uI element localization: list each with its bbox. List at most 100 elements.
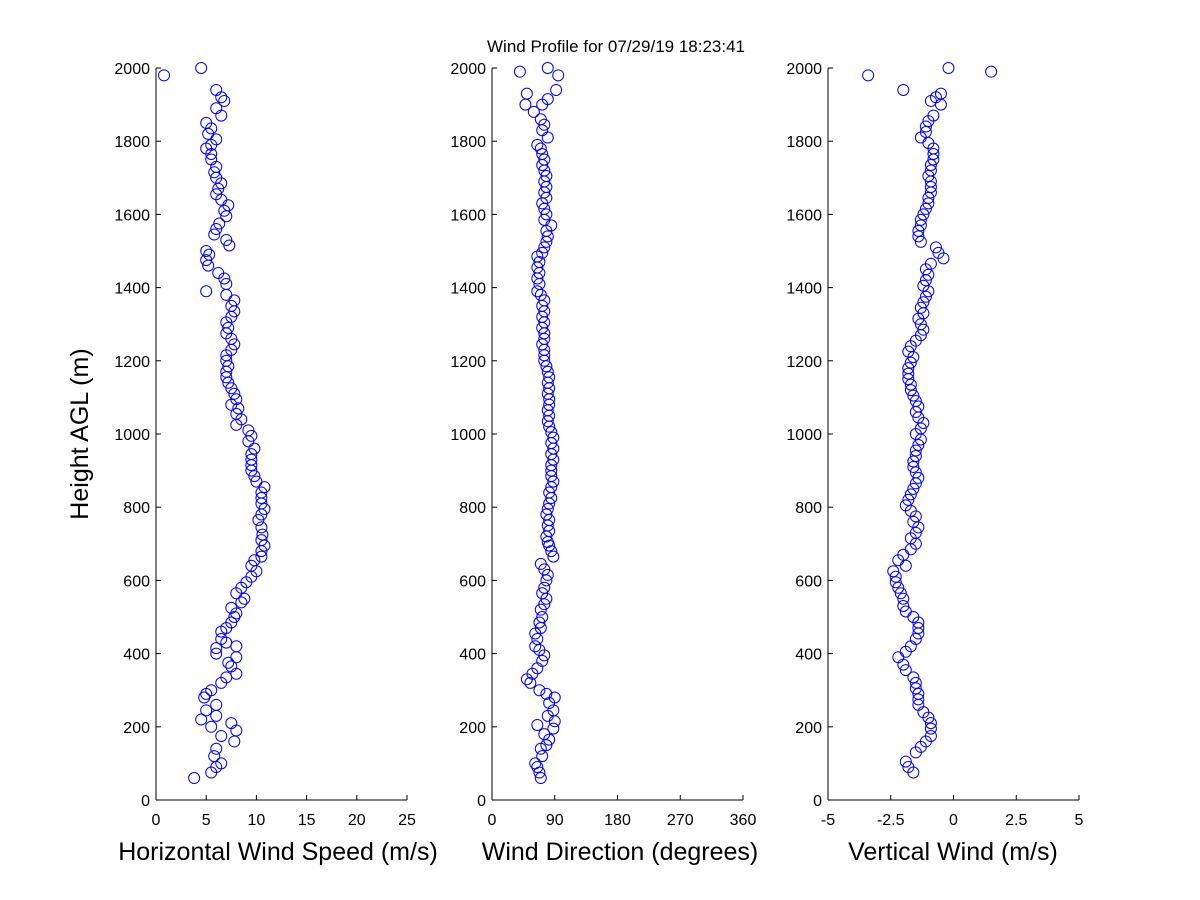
- data-point: [541, 230, 554, 243]
- data-point: [912, 693, 925, 706]
- data-point: [894, 587, 907, 600]
- y-tick-label: 1000: [450, 427, 486, 444]
- data-point: [536, 148, 549, 161]
- x-tick-label: 0: [949, 812, 958, 829]
- y-tick-label: 600: [123, 573, 150, 590]
- data-point: [552, 69, 565, 82]
- x-tick-label: 2.5: [1005, 812, 1027, 829]
- data-point: [258, 503, 271, 516]
- data-point: [225, 616, 238, 629]
- y-tick-label: 1400: [114, 281, 150, 298]
- x-axis-label: Wind Direction (degrees): [482, 838, 759, 866]
- data-point: [919, 120, 932, 133]
- data-point: [212, 266, 225, 279]
- data-point: [540, 687, 553, 700]
- data-point: [897, 83, 910, 96]
- data-point: [533, 616, 546, 629]
- x-tick-label: 15: [298, 812, 316, 829]
- data-point: [541, 93, 554, 106]
- data-point: [914, 422, 927, 435]
- data-point: [213, 217, 226, 230]
- data-point: [914, 301, 927, 314]
- data-point: [230, 407, 243, 420]
- chart-panel-1: 0 200 400 600 800 1000 1200 1400 1600 1800 2000 0 5 1…: [66, 61, 438, 866]
- data-point: [985, 65, 998, 78]
- x-tick-label: 270: [667, 812, 694, 829]
- data-point: [912, 621, 925, 634]
- data-point: [225, 717, 238, 730]
- data-point: [892, 581, 905, 594]
- data-point: [887, 565, 900, 578]
- data-point: [200, 285, 213, 298]
- data-point: [225, 299, 238, 312]
- y-tick-label: 1200: [786, 354, 822, 371]
- y-tick-label: 0: [141, 793, 150, 810]
- data-point: [924, 180, 937, 193]
- data-point: [205, 153, 218, 166]
- data-point: [250, 475, 263, 488]
- data-point: [533, 255, 546, 268]
- x-tick-label: 360: [730, 812, 757, 829]
- y-tick-label: 1200: [114, 354, 150, 371]
- data-point: [547, 722, 560, 735]
- data-point: [912, 230, 925, 243]
- data-point: [909, 449, 922, 462]
- x-tick-label: 0: [152, 812, 161, 829]
- data-point: [158, 69, 171, 82]
- data-point: [519, 98, 532, 111]
- data-point: [917, 323, 930, 336]
- data-point: [909, 632, 922, 645]
- data-point: [904, 378, 917, 391]
- data-point: [541, 503, 554, 516]
- data-point: [927, 148, 940, 161]
- data-point: [909, 676, 922, 689]
- data-point: [536, 750, 549, 763]
- data-point: [255, 492, 268, 505]
- x-tick-label: 20: [348, 812, 366, 829]
- data-point: [223, 239, 236, 252]
- data-point: [225, 660, 238, 673]
- data-point: [524, 676, 537, 689]
- data-point: [513, 65, 526, 78]
- data-point: [862, 69, 875, 82]
- y-tick-label: 1800: [450, 134, 486, 151]
- data-point: [536, 654, 549, 667]
- data-point: [215, 729, 228, 742]
- data-point: [536, 246, 549, 259]
- data-point: [536, 611, 549, 623]
- data-point: [917, 279, 930, 292]
- data-point: [200, 704, 213, 717]
- y-tick-label: 200: [795, 720, 822, 737]
- data-point: [912, 400, 925, 413]
- data-point: [550, 83, 563, 96]
- data-point: [924, 257, 937, 270]
- data-point: [210, 102, 223, 115]
- data-point: [255, 534, 268, 547]
- y-tick-label: 200: [459, 720, 486, 737]
- data-point: [245, 448, 258, 461]
- data-point: [232, 402, 245, 415]
- data-point: [536, 587, 549, 600]
- data-point: [919, 202, 932, 215]
- data-point: [228, 387, 241, 400]
- data-point: [924, 717, 937, 730]
- data-point: [541, 365, 554, 378]
- data-point: [195, 713, 208, 726]
- data-point: [902, 761, 915, 774]
- data-point: [548, 691, 561, 704]
- figure-title: Wind Profile for 07/29/19 18:23:41: [487, 37, 745, 56]
- data-point: [210, 698, 223, 711]
- data-point: [222, 321, 235, 334]
- x-tick-label: 10: [248, 812, 266, 829]
- data-point: [529, 757, 542, 770]
- data-point: [210, 133, 223, 146]
- data-point: [907, 515, 920, 528]
- data-point: [188, 772, 201, 785]
- data-point: [922, 268, 935, 281]
- data-point: [889, 570, 902, 583]
- data-point: [210, 188, 223, 201]
- data-point: [534, 557, 547, 570]
